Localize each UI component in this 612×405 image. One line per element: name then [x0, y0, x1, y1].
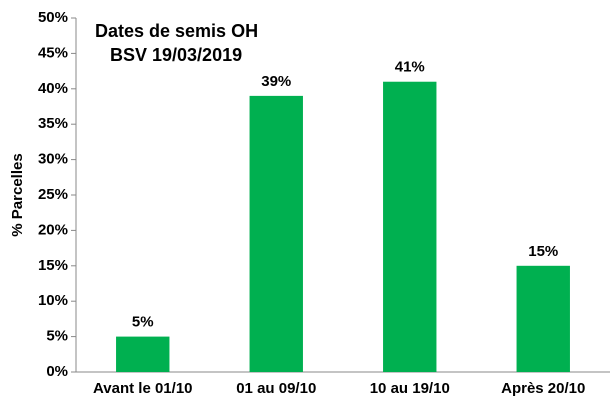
bar: [249, 95, 303, 372]
y-tick-label: 5%: [46, 328, 68, 345]
data-label: 15%: [528, 243, 558, 260]
x-tick-label: 01 au 09/10: [236, 380, 316, 397]
y-tick-label: 25%: [38, 186, 68, 203]
chart-subtitle: BSV 19/03/2019: [110, 45, 242, 65]
bar: [116, 336, 170, 372]
data-label: 5%: [132, 314, 154, 331]
bar: [383, 81, 437, 372]
y-tick-label: 10%: [38, 292, 68, 309]
y-tick-label: 0%: [46, 363, 68, 380]
y-tick-label: 40%: [38, 80, 68, 97]
x-tick-label: Avant le 01/10: [93, 380, 193, 397]
y-tick-label: 50%: [38, 9, 68, 26]
y-axis-label: % Parcelles: [9, 153, 26, 236]
y-tick-label: 15%: [38, 257, 68, 274]
y-tick-label: 30%: [38, 151, 68, 168]
data-label: 39%: [261, 73, 291, 90]
y-tick-label: 20%: [38, 221, 68, 238]
x-tick-label: Après 20/10: [501, 380, 585, 397]
data-label: 41%: [395, 59, 425, 76]
chart-title: Dates de semis OH: [95, 21, 258, 41]
bar: [516, 265, 570, 372]
x-tick-label: 10 au 19/10: [370, 380, 450, 397]
y-tick-label: 35%: [38, 115, 68, 132]
y-tick-label: 45%: [38, 44, 68, 61]
